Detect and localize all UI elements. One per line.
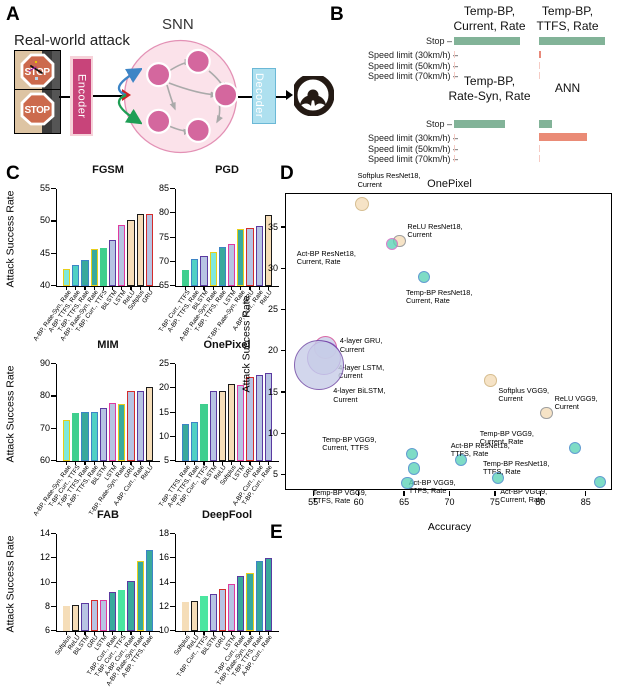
svg-text:STOP: STOP [24, 67, 50, 78]
svg-text:STOP: STOP [24, 105, 50, 116]
